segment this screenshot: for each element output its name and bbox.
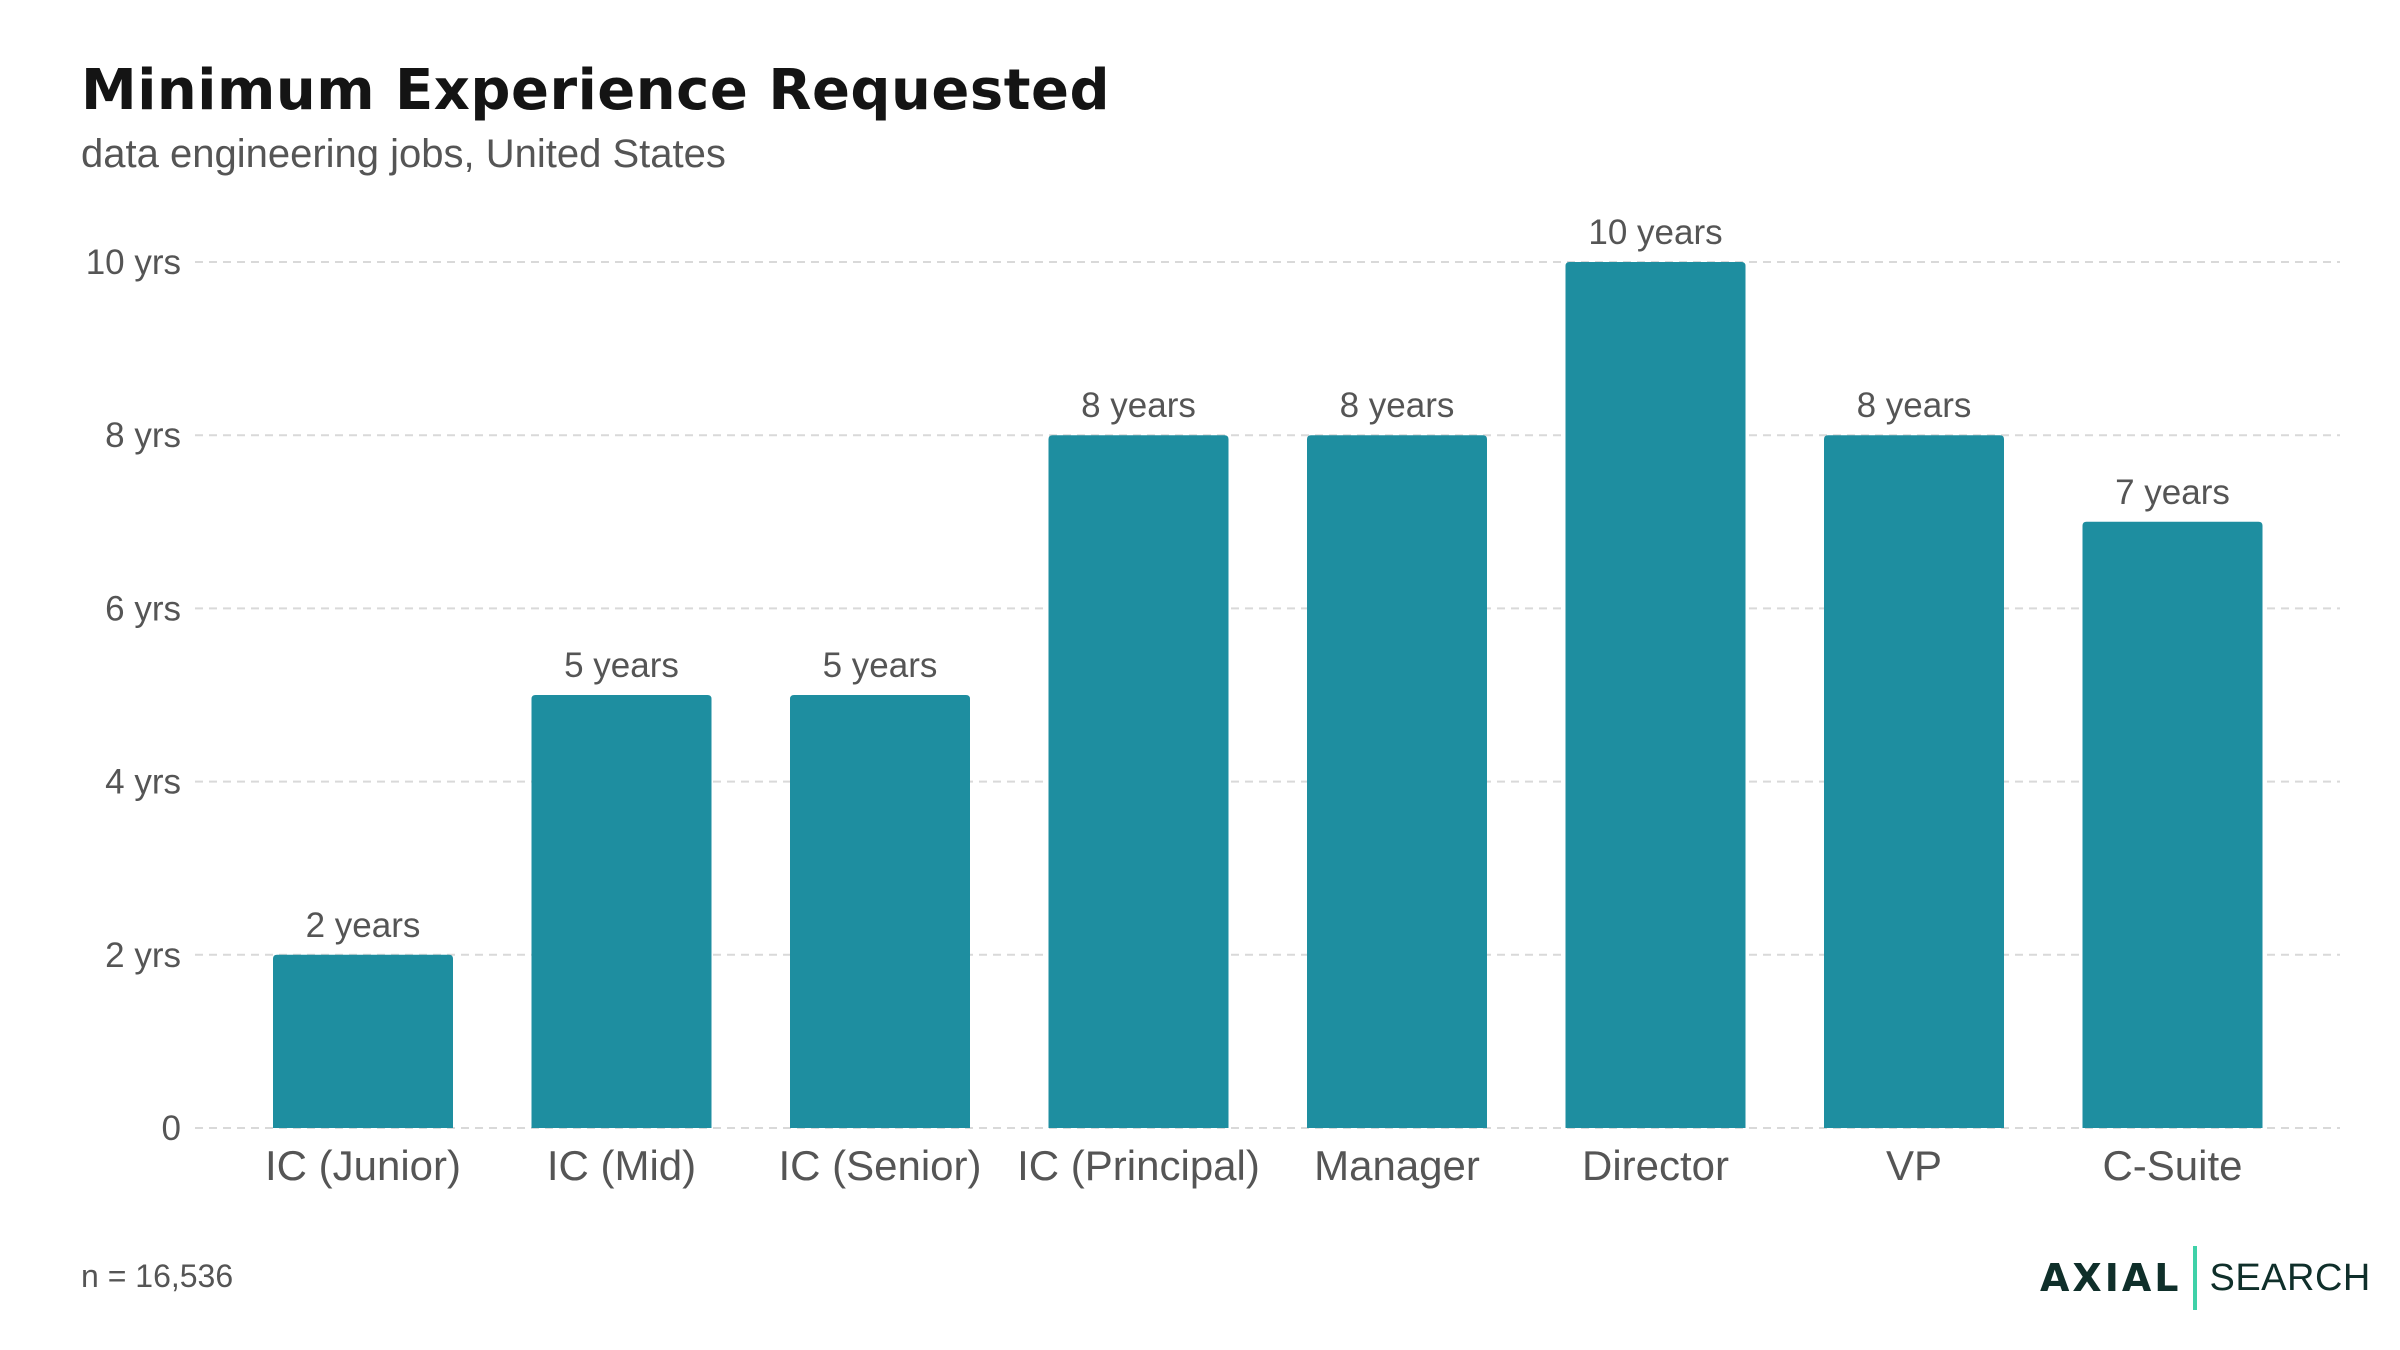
x-tick-label: IC (Junior) [265,1142,461,1189]
brand-logo: AXIAL SEARCH [2040,1245,2371,1311]
bar [2082,521,2263,1128]
data-labels: 2 years 5 years 5 years 8 years 8 years 10 ye… [306,213,2230,945]
y-tick-label: 8 yrs [105,416,181,455]
y-axis-ticks: 0 2 yrs 4 yrs 6 yrs 8 yrs 10 yrs [86,243,181,1148]
data-label: 7 years [2115,473,2230,512]
y-tick-label: 6 yrs [105,589,181,628]
brand-divider [2193,1246,2198,1310]
bars [273,262,2263,1128]
data-label: 5 years [823,646,938,685]
bar [1824,435,2004,1128]
y-tick-label: 0 [162,1109,181,1148]
sample-size-note: n = 16,536 [81,1258,234,1294]
gridlines [195,261,2340,1129]
data-label: 8 years [1857,386,1972,425]
bar [273,954,453,1128]
x-tick-label: IC (Principal) [1017,1142,1260,1189]
data-label: 10 years [1588,213,1722,252]
x-axis-ticks: IC (Junior) IC (Mid) IC (Senior) IC (Princi… [265,1142,2243,1189]
x-tick-label: Director [1582,1142,1729,1189]
x-tick-label: IC (Senior) [778,1142,981,1189]
x-tick-label: C-Suite [2102,1142,2242,1189]
bar [1048,435,1229,1128]
y-tick-label: 10 yrs [86,243,181,282]
bar [531,695,712,1128]
x-tick-label: VP [1886,1142,1942,1189]
bar [790,695,970,1128]
brand-primary: AXIAL [2040,1256,2182,1300]
data-label: 8 years [1340,386,1455,425]
x-tick-label: Manager [1314,1142,1480,1189]
data-label: 5 years [564,646,679,685]
data-label: 2 years [306,906,421,945]
data-label: 8 years [1081,386,1196,425]
y-tick-label: 2 yrs [105,936,181,975]
bar [1565,262,1746,1128]
y-tick-label: 4 yrs [105,763,181,802]
chart-subtitle: data engineering jobs, United States [81,132,726,176]
x-tick-label: IC (Mid) [547,1142,696,1189]
chart-title: Minimum Experience Requested [81,58,1111,123]
brand-secondary: SEARCH [2209,1256,2371,1299]
bar [1307,435,1487,1128]
